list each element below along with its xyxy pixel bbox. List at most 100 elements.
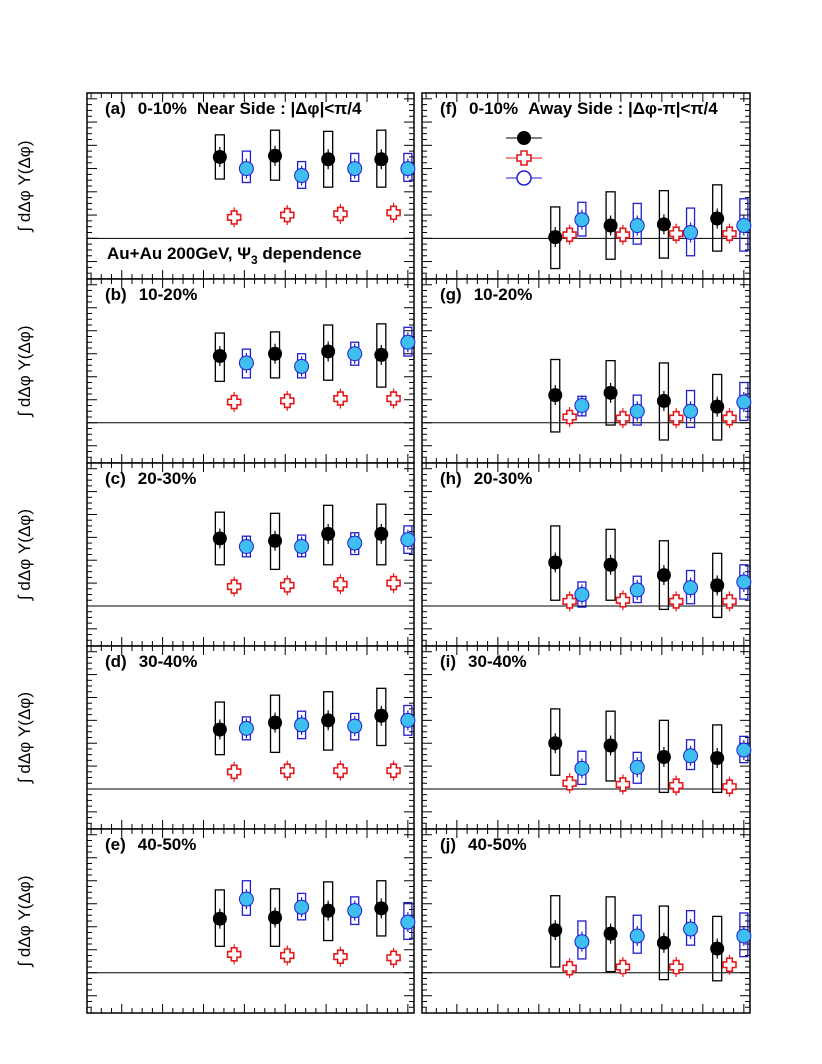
data-point-filled-circle <box>548 923 563 938</box>
data-point-circle <box>238 891 254 907</box>
panel-e: ∫ dΔφ Y(Δφ) (e) 40-50% <box>15 828 416 1014</box>
data-point-open-cross <box>386 950 401 966</box>
data-point-filled-circle <box>656 393 671 408</box>
data-point-circle <box>294 168 310 184</box>
data-point-circle <box>238 538 254 554</box>
panel-centrality: 30-40% <box>468 652 527 671</box>
panel-frame <box>421 462 751 647</box>
data-point-open-cross <box>386 391 401 406</box>
data-point-circle <box>736 218 752 234</box>
data-point-open-cross <box>226 764 242 780</box>
legend-marker-filled-circle <box>517 131 531 145</box>
data-point-filled-circle <box>710 399 725 414</box>
data-point-circle <box>574 398 590 413</box>
data-point-filled-circle <box>656 568 671 583</box>
data-point-circle <box>629 582 645 598</box>
series-2 <box>562 407 737 429</box>
data-point-circle <box>574 212 590 228</box>
panel-h: (h) 20-30% <box>421 462 752 647</box>
panel-centrality: 10-20% <box>474 285 533 304</box>
data-point-filled-circle <box>374 526 389 541</box>
panel-label: (i) 30-40% <box>440 652 527 671</box>
data-point-circle <box>574 934 590 950</box>
series-3 <box>238 525 416 558</box>
data-point-open-cross <box>333 576 348 592</box>
data-point-filled-circle <box>321 344 336 359</box>
panel-frame <box>421 92 751 280</box>
data-point-filled-circle <box>603 926 618 941</box>
panel-j: (j) 40-50% <box>421 828 752 1014</box>
data-point-filled-circle <box>656 749 671 764</box>
panel-centrality: 10-20% <box>139 285 198 304</box>
panel-id: (b) <box>105 285 127 304</box>
data-point-circle <box>683 921 699 937</box>
series-1 <box>548 184 725 270</box>
panel-id: (i) <box>440 652 456 671</box>
data-point-filled-circle <box>268 346 283 361</box>
panel-id: (f) <box>440 99 457 118</box>
panel-f: (f) 0-10% Away Side : |Δφ-π|<π/4 <box>421 92 752 280</box>
data-point-open-cross <box>668 594 684 609</box>
series-2 <box>226 760 401 782</box>
data-point-filled-circle <box>710 211 725 226</box>
data-point-filled-circle <box>374 347 389 362</box>
series-1 <box>212 687 389 756</box>
series-2 <box>562 223 737 245</box>
data-point-circle <box>294 899 310 915</box>
data-point-filled-circle <box>603 385 618 400</box>
data-point-circle <box>400 532 416 548</box>
series-1 <box>212 129 389 188</box>
series-2 <box>562 954 737 979</box>
panel-centrality: 20-30% <box>474 469 533 488</box>
legend-marker-open-cross <box>516 150 532 166</box>
data-point-filled-circle <box>321 526 336 541</box>
panel-id: (h) <box>440 469 462 488</box>
series-2 <box>562 590 737 612</box>
data-point-circle <box>400 161 416 177</box>
data-point-filled-circle <box>548 388 563 403</box>
data-point-filled-circle <box>548 736 563 751</box>
panel-label: (e) 40-50% <box>105 835 196 854</box>
panel-side-title: Near Side : |Δφ|<π/4 <box>197 99 362 118</box>
series-3 <box>574 198 752 257</box>
data-point-open-cross <box>386 575 401 591</box>
data-point-open-cross <box>333 763 348 778</box>
series-1 <box>548 895 725 982</box>
data-point-open-cross <box>333 949 348 964</box>
panel-id: (e) <box>105 835 126 854</box>
data-point-open-cross <box>333 391 348 406</box>
data-point-open-cross <box>615 592 631 608</box>
data-point-circle <box>629 928 645 944</box>
series-3 <box>574 564 752 608</box>
data-point-circle <box>736 574 752 590</box>
data-point-circle <box>294 538 310 554</box>
series-2 <box>226 202 401 228</box>
data-point-open-cross <box>562 409 577 425</box>
data-point-circle <box>629 218 645 234</box>
data-point-circle <box>574 760 590 776</box>
data-point-filled-circle <box>268 533 283 548</box>
data-point-open-cross <box>226 947 242 962</box>
data-point-open-cross <box>279 207 295 223</box>
panel-centrality: 20-30% <box>138 469 197 488</box>
y-axis-label: ∫ dΔφ Y(Δφ) <box>15 509 34 601</box>
data-point-open-cross <box>386 763 401 778</box>
data-point-open-cross <box>722 226 737 241</box>
system-label-sub: 3 <box>251 253 258 267</box>
panel-frame <box>421 278 751 464</box>
panel-label: (a) 0-10% Near Side : |Δφ|<π/4 <box>105 99 362 118</box>
data-point-open-cross <box>668 959 684 975</box>
data-point-circle <box>400 712 416 728</box>
series-2 <box>562 773 737 797</box>
data-point-open-cross <box>668 226 684 241</box>
panel-d: ∫ dΔφ Y(Δφ) (d) 30-40% <box>15 645 416 830</box>
data-point-filled-circle <box>656 217 671 232</box>
data-point-filled-circle <box>710 578 725 593</box>
data-point-open-cross <box>722 779 737 794</box>
data-point-circle <box>347 346 363 362</box>
panel-b: ∫ dΔφ Y(Δφ) (b) 10-20% <box>15 278 416 464</box>
panel-label: (d) 30-40% <box>105 652 197 671</box>
data-point-open-cross <box>562 227 577 243</box>
panel-centrality: 30-40% <box>139 652 198 671</box>
data-point-open-cross <box>615 777 631 792</box>
